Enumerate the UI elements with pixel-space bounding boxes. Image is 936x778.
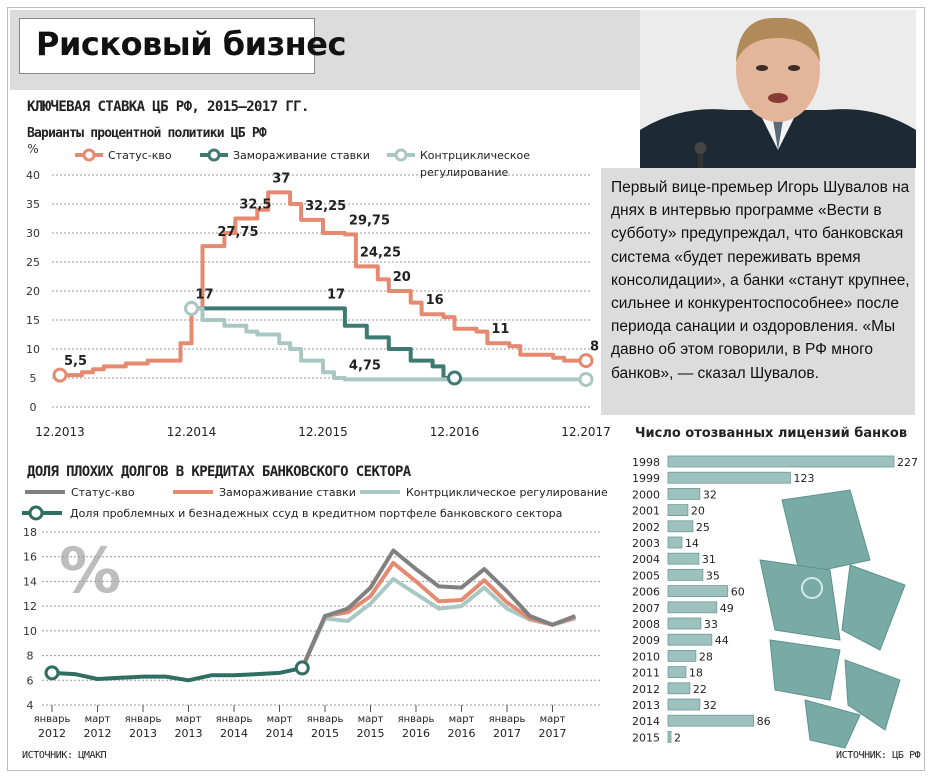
chart2-section-title: ДОЛЯ ПЛОХИХ ДОЛГОВ В КРЕДИТАХ БАНКОВСКОГ…: [27, 464, 411, 480]
title-box: [19, 18, 315, 74]
page-title: Рисковый бизнес: [36, 25, 346, 63]
chart1-subtitle: Варианты процентной политики ЦБ РФ: [27, 126, 267, 141]
chart2-source: ИСТОЧНИК: ЦМАКП: [22, 750, 107, 761]
quote-text: Первый вице-премьер Игорь Шувалов на дня…: [611, 179, 910, 382]
chart1-section-title: КЛЮЧЕВАЯ СТАВКА ЦБ РФ, 2015–2017 ГГ.: [27, 99, 309, 115]
portrait-photo: [640, 10, 916, 168]
chart3-source: ИСТОЧНИК: ЦБ РФ: [836, 750, 921, 761]
portrait-illustration: [640, 10, 916, 168]
infographic-frame: [7, 7, 925, 771]
quote-box: [601, 168, 915, 415]
